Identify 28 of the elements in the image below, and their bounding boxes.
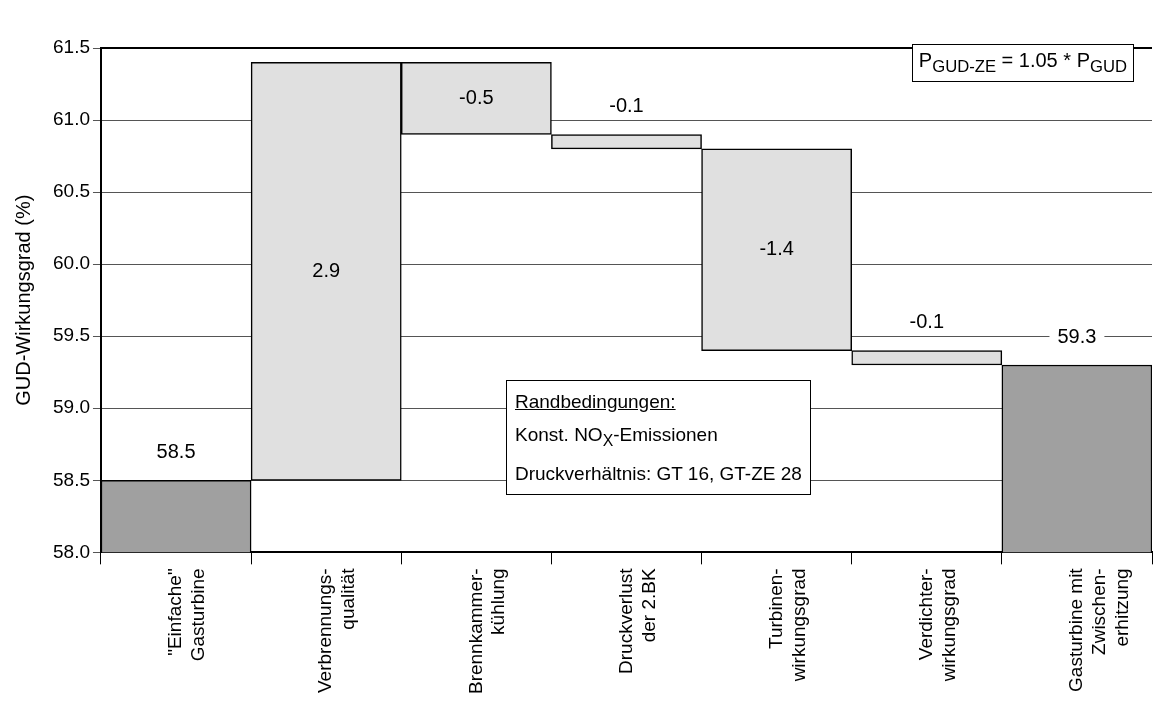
y-axis-title: GUD-Wirkungsgrad (%) (11, 194, 34, 406)
y-tick-label: 59.0 (53, 396, 90, 418)
x-tick-label: Turbinen- wirkungsgrad (764, 568, 809, 683)
annotation: Druckverhältnis: GT 16, GT-ZE 28 (515, 461, 802, 486)
x-tick-label: "Einfache" Gasturbine (164, 568, 209, 662)
y-tick-label: 58.5 (53, 468, 90, 490)
data-label: -0.1 (609, 93, 644, 116)
y-tick-label: 59.5 (53, 324, 90, 346)
data-label: -0.5 (459, 85, 494, 108)
data-label: 59.3 (1057, 324, 1097, 347)
y-tick-label: 61.5 (53, 36, 90, 58)
x-tick-label: Druckverlust der 2.BK (614, 567, 659, 674)
x-tick-label: Gasturbine mit Zwischen- erhitzung (1065, 567, 1132, 692)
formula-box: P$_{GUD-ZE}$ = 1.05 * P$_{GUD}$ (911, 44, 1134, 82)
data-label: 2.9 (312, 258, 341, 281)
data-label: -1.4 (759, 237, 794, 260)
x-tick-label: Verdichter- wirkungsgrad (915, 568, 959, 683)
y-tick-label: 60.5 (53, 180, 90, 202)
x-tick-label: Verbrennungs- qualität (314, 567, 359, 694)
annotation: Konst. NO$_{X}$-Emissionen (515, 423, 719, 451)
data-label: -0.1 (909, 310, 945, 333)
x-tick-label: Brennkammer- kühlung (464, 568, 509, 695)
data-label: 58.5 (156, 439, 196, 462)
y-tick-label: 61.0 (53, 108, 90, 130)
y-tick-label: 58.0 (53, 540, 90, 562)
y-tick-label: 60.0 (53, 252, 90, 274)
note-box: Randbedingungen: Konst. NO$_{X}$-Emissionen Druckverhältnis: GT 16, GT-ZE 28 (506, 380, 811, 495)
annotation: Randbedingungen: (515, 390, 677, 414)
